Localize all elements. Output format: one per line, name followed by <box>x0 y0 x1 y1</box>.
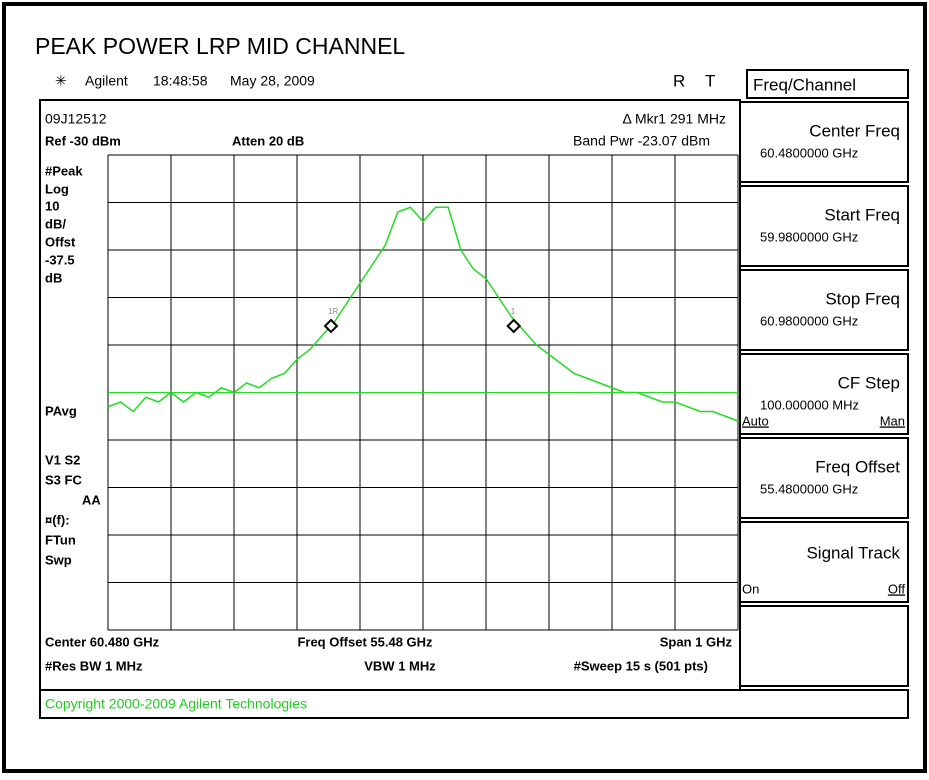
left-label: -37.5 <box>45 252 75 267</box>
softkey-value: 60.9800000 GHz <box>760 313 858 328</box>
menu-title-box <box>746 69 909 99</box>
softkey[interactable] <box>739 185 909 267</box>
softkey-label: Center Freq <box>809 121 900 140</box>
center: Center 60.480 GHz <box>45 634 160 649</box>
date: May 28, 2009 <box>230 73 315 89</box>
brand: Agilent <box>85 73 128 89</box>
marker <box>506 318 522 334</box>
softkey-label: CF Step <box>838 373 900 392</box>
left-label: #Peak <box>45 163 83 178</box>
res-bw: #Res BW 1 MHz <box>45 658 143 673</box>
softkey-label: Stop Freq <box>825 289 900 308</box>
softkey <box>739 605 909 687</box>
softkey-value: 100.000000 MHz <box>760 397 859 412</box>
softkey[interactable] <box>739 101 909 183</box>
softkey[interactable] <box>739 437 909 519</box>
softkey[interactable] <box>739 353 909 435</box>
left-label: dB <box>45 270 62 285</box>
softkey[interactable] <box>739 521 909 603</box>
copyright-box <box>39 689 909 719</box>
logo: ✳ <box>55 73 67 89</box>
id: 09J12512 <box>45 111 107 127</box>
ref: Ref -30 dBm <box>45 133 121 148</box>
left-label: Log <box>45 181 69 196</box>
left-label: S3 FC <box>45 472 82 487</box>
copyright: Copyright 2000-2009 Agilent Technologies <box>45 696 307 712</box>
left-label: FTun <box>45 532 76 547</box>
left-label: PAvg <box>45 403 77 418</box>
left-label: V1 S2 <box>45 452 80 467</box>
left-label: Offst <box>45 234 76 249</box>
softkey-value: 60.4800000 GHz <box>760 145 858 160</box>
softkey-right: Off <box>888 581 905 596</box>
marker <box>323 318 339 334</box>
left-label: dB/ <box>45 216 66 231</box>
r-indicator: R <box>673 71 685 90</box>
softkey-label: Start Freq <box>824 205 900 224</box>
sweep: #Sweep 15 s (501 pts) <box>574 658 708 673</box>
softkey-right: Man <box>880 413 905 428</box>
menu-title: Freq/Channel <box>753 75 856 94</box>
marker-delta: Δ Mkr1 291 MHz <box>623 111 727 127</box>
softkey-label: Freq Offset <box>815 457 900 476</box>
softkey-value: 55.4800000 GHz <box>760 481 858 496</box>
marker-label: 1R <box>328 307 338 316</box>
left-label: 10 <box>45 198 59 213</box>
freq-offset: Freq Offset 55.48 GHz <box>297 634 433 649</box>
time: 18:48:58 <box>153 73 208 89</box>
marker-label: 1 <box>511 307 516 316</box>
atten: Atten 20 dB <box>232 133 304 148</box>
vbw: VBW 1 MHz <box>364 658 436 673</box>
softkey-label: Signal Track <box>806 543 900 562</box>
left-label: ¤(f): <box>45 512 70 527</box>
softkey-left: On <box>742 581 759 596</box>
trace <box>107 206 739 422</box>
band-power: Band Pwr -23.07 dBm <box>573 133 710 149</box>
softkey[interactable] <box>739 269 909 351</box>
title: PEAK POWER LRP MID CHANNEL <box>35 33 405 59</box>
left-label: Swp <box>45 552 72 567</box>
screen <box>39 99 741 691</box>
span: Span 1 GHz <box>660 634 733 649</box>
softkey-value: 59.9800000 GHz <box>760 229 858 244</box>
t-indicator: T <box>705 71 715 90</box>
left-label: AA <box>82 492 101 507</box>
softkey-left: Auto <box>742 413 769 428</box>
